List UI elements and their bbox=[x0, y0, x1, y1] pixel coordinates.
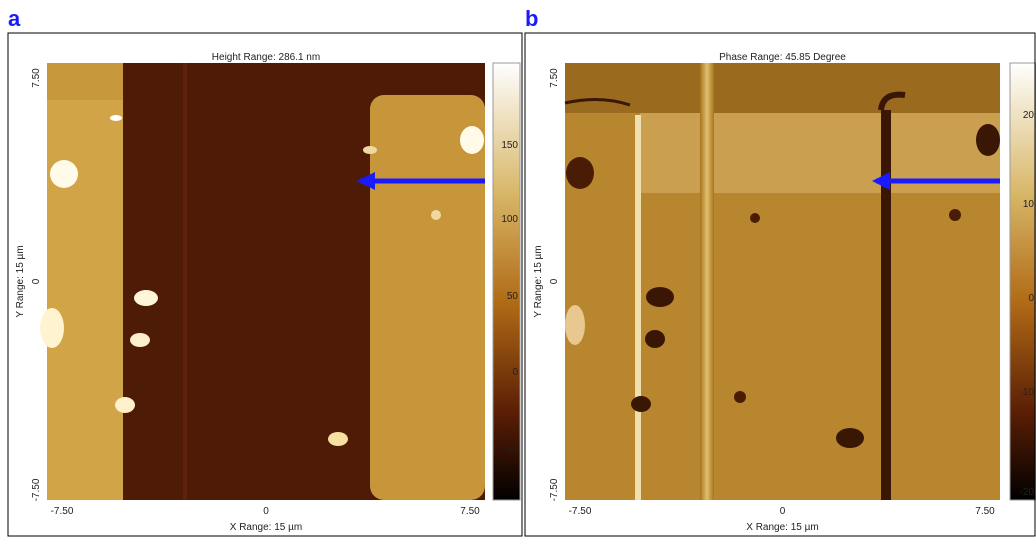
y-tick-label: 0 bbox=[549, 278, 560, 284]
x-axis-label: X Range: 15 µm bbox=[230, 522, 302, 533]
x-tick-label: 0 bbox=[780, 506, 786, 517]
colorbar bbox=[493, 63, 520, 500]
y-axis-label: Y Range: 15 µm bbox=[533, 245, 544, 317]
panel-title: Height Range: 286.1 nm bbox=[212, 52, 320, 63]
y-tick-label: 7.50 bbox=[549, 68, 560, 88]
panel-title: Phase Range: 45.85 Degree bbox=[719, 52, 846, 63]
colorbar-tick-label: 20 bbox=[1023, 110, 1035, 121]
x-axis-label: X Range: 15 µm bbox=[746, 522, 818, 533]
x-tick-label: -7.50 bbox=[569, 506, 592, 517]
colorbar-tick-label: 0 bbox=[512, 367, 518, 378]
colorbar-tick-label: 150 bbox=[501, 140, 518, 151]
x-tick-label: 7.50 bbox=[975, 506, 995, 517]
colorbar-tick-label: 10 bbox=[1023, 199, 1035, 210]
y-tick-label: -7.50 bbox=[549, 478, 560, 501]
colorbar-tick-label: 100 bbox=[501, 214, 518, 225]
phase-image bbox=[565, 63, 1000, 500]
colorbar-tick-label: -20 bbox=[1020, 487, 1035, 498]
y-axis-label: Y Range: 15 µm bbox=[15, 245, 26, 317]
colorbar-tick-label: 0 bbox=[1028, 293, 1034, 304]
colorbar-tick-label: -50 bbox=[504, 444, 519, 455]
y-tick-label: 7.50 bbox=[31, 68, 42, 88]
panel-label: b bbox=[525, 6, 538, 31]
x-tick-label: 7.50 bbox=[460, 506, 480, 517]
colorbar-tick-label: -10 bbox=[1020, 387, 1035, 398]
x-tick-label: -7.50 bbox=[51, 506, 74, 517]
panel-label: a bbox=[8, 6, 21, 31]
x-tick-label: 0 bbox=[263, 506, 269, 517]
y-tick-label: 0 bbox=[31, 278, 42, 284]
y-tick-label: -7.50 bbox=[31, 478, 42, 501]
height-image bbox=[40, 63, 485, 500]
colorbar-tick-label: 50 bbox=[507, 291, 519, 302]
figure: a Height Range: 286.1 nm X Range: 15 µm Y R… bbox=[0, 0, 1036, 537]
colorbar bbox=[1010, 63, 1036, 500]
